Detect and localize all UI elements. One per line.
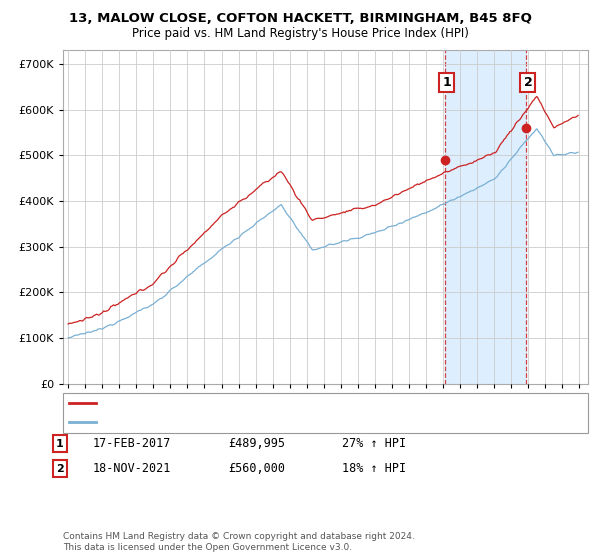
Text: 1: 1 bbox=[56, 438, 64, 449]
Text: 27% ↑ HPI: 27% ↑ HPI bbox=[342, 437, 406, 450]
Text: 17-FEB-2017: 17-FEB-2017 bbox=[93, 437, 172, 450]
Text: Price paid vs. HM Land Registry's House Price Index (HPI): Price paid vs. HM Land Registry's House … bbox=[131, 27, 469, 40]
Text: 18-NOV-2021: 18-NOV-2021 bbox=[93, 462, 172, 475]
Text: HPI: Average price, detached house, Bromsgrove: HPI: Average price, detached house, Brom… bbox=[100, 417, 356, 427]
Text: £489,995: £489,995 bbox=[228, 437, 285, 450]
Text: 13, MALOW CLOSE, COFTON HACKETT, BIRMINGHAM, B45 8FQ: 13, MALOW CLOSE, COFTON HACKETT, BIRMING… bbox=[68, 12, 532, 25]
Text: 13, MALOW CLOSE, COFTON HACKETT, BIRMINGHAM, B45 8FQ (detached house): 13, MALOW CLOSE, COFTON HACKETT, BIRMING… bbox=[100, 398, 520, 408]
Text: 18% ↑ HPI: 18% ↑ HPI bbox=[342, 462, 406, 475]
Text: 1: 1 bbox=[442, 76, 451, 89]
Text: £560,000: £560,000 bbox=[228, 462, 285, 475]
Text: 2: 2 bbox=[56, 464, 64, 474]
Bar bbox=[445, 50, 526, 384]
Text: 2: 2 bbox=[524, 76, 532, 89]
Text: Contains HM Land Registry data © Crown copyright and database right 2024.
This d: Contains HM Land Registry data © Crown c… bbox=[63, 532, 415, 552]
